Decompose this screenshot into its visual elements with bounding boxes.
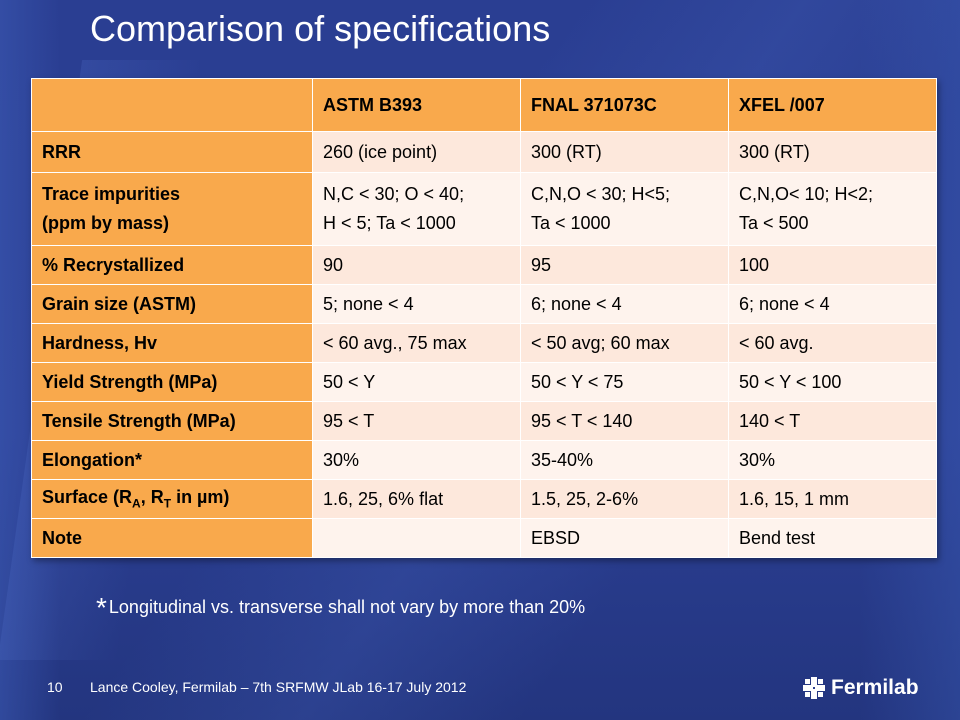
row-label: Trace impurities (ppm by mass) bbox=[31, 172, 313, 246]
table-header-row: ASTM B393 FNAL 371073C XFEL /007 bbox=[31, 78, 937, 132]
table-cell: 6; none < 4 bbox=[520, 284, 729, 324]
table-row: Grain size (ASTM) 5; none < 4 6; none < … bbox=[31, 284, 937, 324]
row-label: Note bbox=[31, 518, 313, 558]
table-row: Yield Strength (MPa) 50 < Y 50 < Y < 75 … bbox=[31, 362, 937, 402]
table-cell: 90 bbox=[312, 245, 521, 285]
table-cell: 1.6, 15, 1 mm bbox=[728, 479, 937, 519]
table-cell: 100 bbox=[728, 245, 937, 285]
table-cell: 6; none < 4 bbox=[728, 284, 937, 324]
column-header: XFEL /007 bbox=[728, 78, 937, 132]
table-cell: < 60 avg. bbox=[728, 323, 937, 363]
fermilab-logo: Fermilab bbox=[803, 676, 919, 700]
row-label: Elongation* bbox=[31, 440, 313, 480]
page-number: 10 bbox=[47, 679, 63, 695]
table-cell bbox=[312, 518, 521, 558]
footnote: * Longitudinal vs. transverse shall not v… bbox=[96, 592, 585, 624]
row-label: % Recrystallized bbox=[31, 245, 313, 285]
row-label: RRR bbox=[31, 131, 313, 173]
table-cell: 5; none < 4 bbox=[312, 284, 521, 324]
row-label: Yield Strength (MPa) bbox=[31, 362, 313, 402]
table-cell: 30% bbox=[312, 440, 521, 480]
table-cell: 30% bbox=[728, 440, 937, 480]
table-row: RRR 260 (ice point) 300 (RT) 300 (RT) bbox=[31, 131, 937, 173]
row-label: Tensile Strength (MPa) bbox=[31, 401, 313, 441]
table-cell: 50 < Y < 100 bbox=[728, 362, 937, 402]
table-cell: 300 (RT) bbox=[728, 131, 937, 173]
table-row: Note EBSD Bend test bbox=[31, 518, 937, 558]
column-header: FNAL 371073C bbox=[520, 78, 729, 132]
slide-title: Comparison of specifications bbox=[90, 8, 551, 49]
table-cell: C,N,O < 30; H<5; Ta < 1000 bbox=[520, 172, 729, 246]
table-cell: N,C < 30; O < 40; H < 5; Ta < 1000 bbox=[312, 172, 521, 246]
row-label: Hardness, Hv bbox=[31, 323, 313, 363]
fermilab-mark-icon bbox=[803, 677, 825, 699]
table-cell: Bend test bbox=[728, 518, 937, 558]
table-cell: 50 < Y bbox=[312, 362, 521, 402]
table-cell: 95 < T < 140 bbox=[520, 401, 729, 441]
table-cell: 140 < T bbox=[728, 401, 937, 441]
table-cell: 95 bbox=[520, 245, 729, 285]
header-corner-cell bbox=[31, 78, 313, 132]
row-label: Grain size (ASTM) bbox=[31, 284, 313, 324]
table-cell: 260 (ice point) bbox=[312, 131, 521, 173]
table-cell: 35-40% bbox=[520, 440, 729, 480]
footnote-asterisk: * bbox=[96, 592, 107, 623]
table-cell: 1.6, 25, 6% flat bbox=[312, 479, 521, 519]
table-cell: C,N,O< 10; H<2; Ta < 500 bbox=[728, 172, 937, 246]
table-cell: < 60 avg., 75 max bbox=[312, 323, 521, 363]
table-cell: < 50 avg; 60 max bbox=[520, 323, 729, 363]
table-row: Elongation* 30% 35-40% 30% bbox=[31, 440, 937, 480]
table-cell: 300 (RT) bbox=[520, 131, 729, 173]
footer-text: Lance Cooley, Fermilab – 7th SRFMW JLab … bbox=[90, 679, 467, 695]
table-row: Hardness, Hv < 60 avg., 75 max < 50 avg;… bbox=[31, 323, 937, 363]
specifications-table: ASTM B393 FNAL 371073C XFEL /007 RRR 260… bbox=[31, 78, 937, 558]
table-cell: 1.5, 25, 2-6% bbox=[520, 479, 729, 519]
table-row: Surface (RA, RT in µm) 1.6, 25, 6% flat … bbox=[31, 479, 937, 519]
table-cell: EBSD bbox=[520, 518, 729, 558]
table-cell: 95 < T bbox=[312, 401, 521, 441]
logo-text: Fermilab bbox=[831, 676, 919, 699]
table-cell: 50 < Y < 75 bbox=[520, 362, 729, 402]
row-label-surface: Surface (RA, RT in µm) bbox=[31, 479, 313, 519]
table-row: % Recrystallized 90 95 100 bbox=[31, 245, 937, 285]
column-header: ASTM B393 bbox=[312, 78, 521, 132]
table-row: Trace impurities (ppm by mass) N,C < 30;… bbox=[31, 172, 937, 246]
footnote-text: Longitudinal vs. transverse shall not va… bbox=[108, 597, 586, 617]
table-row: Tensile Strength (MPa) 95 < T 95 < T < 1… bbox=[31, 401, 937, 441]
